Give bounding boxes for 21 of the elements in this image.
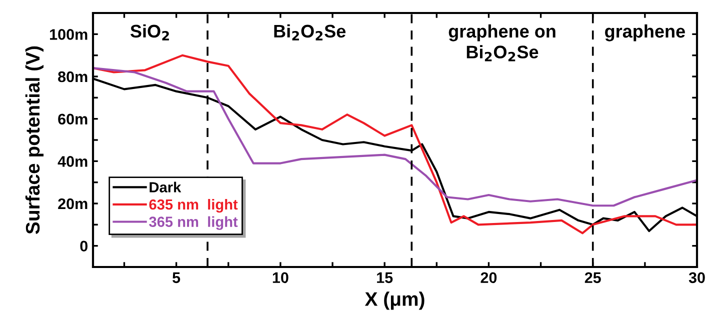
y-tick-label: 100m	[50, 29, 88, 40]
y-tick-label: 80m	[58, 71, 88, 82]
y-axis-title: Surface potential (V)	[25, 46, 44, 234]
y-tick-label: 0	[80, 240, 88, 252]
x-tick-label: 10	[272, 272, 288, 284]
x-tick-label: 20	[480, 272, 497, 284]
x-tick-label: 5	[172, 272, 180, 284]
x-axis-title: X (μm)	[364, 292, 424, 310]
y-tick-label: 60m	[58, 114, 88, 125]
legend-label: 635 nm light	[149, 198, 238, 213]
x-tick-label: 15	[377, 272, 393, 284]
annotation: Bi$_{2}$O$_{2}$Se	[274, 24, 346, 40]
annotation: SiO$_{2}$	[130, 24, 169, 40]
legend-label: 365 nm light	[149, 216, 238, 230]
legend-label: Dark	[150, 182, 182, 192]
y-tick-label: 20m	[58, 198, 88, 210]
annotation: graphene on Bi$_{2}$O$_{2}$Se	[448, 24, 556, 62]
x-tick-label: 30	[688, 272, 705, 284]
annotation: graphene	[605, 24, 685, 42]
y-tick-label: 40m	[58, 156, 88, 167]
x-tick-label: 25	[584, 272, 601, 284]
